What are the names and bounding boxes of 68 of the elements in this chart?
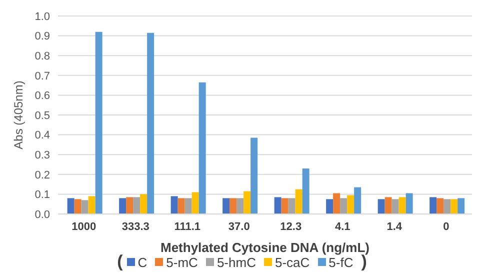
x-tick-label: 37.0: [228, 220, 250, 233]
y-tick-label: 0.4: [34, 130, 50, 142]
bar: [170, 196, 178, 214]
y-axis-title: Abs (405nm): [11, 80, 26, 150]
bar: [250, 138, 258, 214]
y-tick-label: 0.2: [34, 169, 50, 182]
bar: [436, 198, 444, 214]
x-tick-label: 4.1: [334, 220, 350, 233]
bar: [198, 82, 206, 214]
text: ): [361, 252, 367, 272]
bar: [450, 199, 458, 214]
y-tick-label: 0.9: [34, 30, 50, 43]
bar: [458, 198, 465, 214]
bar: [384, 197, 392, 214]
bar: [126, 197, 134, 214]
legend-label: C: [136, 254, 148, 270]
bar: [140, 194, 148, 214]
legend-label: 5-fC: [328, 254, 354, 270]
x-tick-label: 12.3: [280, 220, 302, 233]
bar: [236, 198, 244, 214]
bar: [392, 199, 399, 214]
bar: [326, 199, 334, 214]
y-tick-label: 1.0: [34, 10, 50, 23]
bar: [119, 198, 126, 214]
x-tick-label: 1000: [72, 220, 96, 233]
bar: [430, 197, 437, 214]
text: (: [117, 252, 123, 272]
x-tick-label: 1.4: [386, 220, 403, 233]
bar: [340, 198, 348, 214]
bar: [354, 187, 362, 214]
bar: [295, 189, 302, 214]
y-tick-label: 0.0: [34, 208, 50, 221]
legend-label: 5-caC: [274, 254, 310, 270]
bar: [444, 199, 451, 214]
bar: [244, 191, 251, 214]
x-axis-title: Methylated Cytosine DNA (ng/mL): [160, 240, 370, 255]
bar: [88, 196, 96, 214]
bar: [74, 199, 82, 214]
bar: [398, 197, 406, 214]
y-tick-label: 0.7: [34, 70, 50, 82]
bar: [230, 198, 237, 214]
bar: [133, 197, 140, 214]
legend-label: 5-hmC: [216, 254, 256, 270]
bar: [274, 197, 282, 214]
y-tick-label: 0.8: [34, 50, 50, 63]
x-tick-label: 0: [443, 220, 450, 233]
legend-label: 5-mC: [166, 254, 198, 270]
bar: [333, 193, 340, 214]
bar: [67, 198, 74, 214]
x-tick-label: 333.3: [122, 220, 150, 233]
bar: [281, 198, 288, 214]
bar: [147, 32, 154, 214]
bar: [178, 198, 185, 214]
y-tick-label: 0.1: [34, 189, 50, 202]
bar: [347, 195, 354, 214]
x-tick-label: 111.1: [174, 220, 201, 233]
bar: [192, 192, 199, 214]
bar: [288, 198, 296, 214]
bar: [378, 199, 385, 214]
y-tick-label: 0.6: [34, 90, 50, 102]
bar: [222, 198, 230, 214]
bar: [406, 193, 413, 214]
y-tick-label: 0.3: [34, 150, 50, 162]
bar: [81, 200, 88, 214]
y-tick-label: 0.5: [34, 110, 50, 122]
bar: [302, 168, 310, 214]
bar: [184, 198, 192, 214]
bar: [95, 32, 102, 214]
